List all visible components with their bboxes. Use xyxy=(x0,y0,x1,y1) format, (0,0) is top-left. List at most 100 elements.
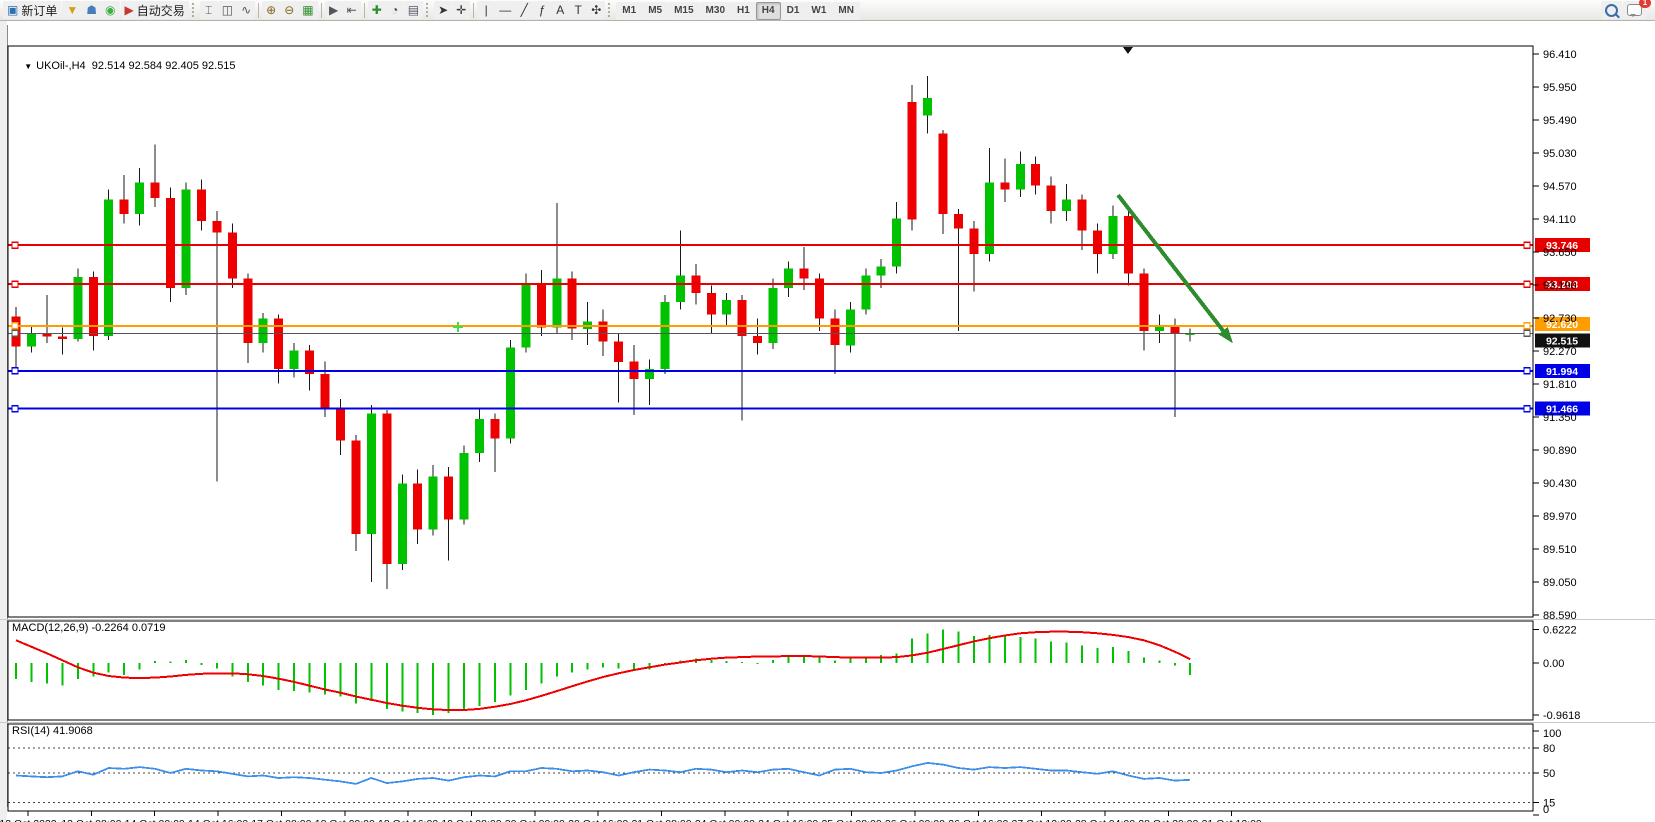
svg-text:28 Oct 04:00: 28 Oct 04:00 xyxy=(1075,818,1135,822)
timeframe-m15-button[interactable]: M15 xyxy=(668,1,700,20)
svg-text:20 Oct 16:00: 20 Oct 16:00 xyxy=(568,818,628,822)
new-order-icon: ▣ xyxy=(7,3,19,17)
timeframe-d1-button[interactable]: D1 xyxy=(780,1,806,20)
svg-text:93.746: 93.746 xyxy=(1546,240,1578,252)
horizontal-line-button[interactable]: — xyxy=(495,1,516,19)
periods-button[interactable]: ◔ xyxy=(385,1,404,19)
label-button[interactable]: T xyxy=(569,1,588,19)
timeframe-m30-button[interactable]: M30 xyxy=(699,1,731,20)
notifications-button[interactable]: 1 xyxy=(1623,0,1651,19)
chart-symbol-period: UKOil-,H4 xyxy=(36,60,86,72)
chart-shift-button[interactable]: ⇤ xyxy=(342,1,361,19)
chart-window: ▼ UKOil-,H4 92.514 92.584 92.405 92.515 M… xyxy=(0,21,1655,822)
svg-text:0: 0 xyxy=(1543,804,1549,816)
svg-text:88.590: 88.590 xyxy=(1543,610,1577,622)
label-icon: T xyxy=(574,3,582,17)
svg-text:26 Oct 00:00: 26 Oct 00:00 xyxy=(885,818,945,822)
zoom-out-button[interactable]: ⊖ xyxy=(280,1,299,19)
svg-text:95.490: 95.490 xyxy=(1543,115,1577,127)
indicators-add-button[interactable]: ✚ xyxy=(367,1,386,19)
auto-scroll-button[interactable]: ▶ xyxy=(324,1,343,19)
svg-text:93.650: 93.650 xyxy=(1543,247,1577,259)
svg-text:92.730: 92.730 xyxy=(1543,313,1577,325)
main-toolbar: ▣ 新订单 ▼ ☗ ◉ ▶ 自动交易 ⌶ ◫ ∿ ⊕ ⊖ ▦ ▶ ⇤ ✚ ◔ ▤ ➤ ✛ | — ╱ ƒ A… xyxy=(0,0,1655,21)
zoom-out-icon: ⊖ xyxy=(284,3,295,17)
svg-text:20 Oct 00:00: 20 Oct 00:00 xyxy=(505,818,565,822)
svg-text:95.950: 95.950 xyxy=(1543,82,1577,94)
svg-text:50: 50 xyxy=(1543,768,1555,780)
profile-chart-button[interactable]: ☗ xyxy=(82,1,102,19)
svg-text:24 Oct 16:00: 24 Oct 16:00 xyxy=(758,818,818,822)
toolbar-separator xyxy=(258,2,260,18)
svg-text:19 Oct 08:00: 19 Oct 08:00 xyxy=(441,818,501,822)
periods-icon: ◔ xyxy=(391,3,399,17)
timeframe-mn-button[interactable]: MN xyxy=(832,1,860,20)
new-order-button[interactable]: ▣ 新订单 xyxy=(3,1,62,19)
timeframe-m1-button[interactable]: M1 xyxy=(616,1,643,20)
crosshair-icon: ✛ xyxy=(456,3,467,17)
svg-text:15: 15 xyxy=(1543,797,1555,809)
macd-indicator-label: MACD(12,26,9) -0.2264 0.0719 xyxy=(12,622,166,634)
svg-text:17 Oct 08:00: 17 Oct 08:00 xyxy=(251,818,311,822)
vertical-line-button[interactable]: | xyxy=(477,1,496,19)
chart-dropdown-icon[interactable]: ▼ xyxy=(24,62,33,71)
line-chart-button[interactable]: ∿ xyxy=(237,1,256,19)
chart-ohlc-values: 92.514 92.584 92.405 92.515 xyxy=(91,60,236,72)
fibonacci-button[interactable]: ƒ xyxy=(533,1,552,19)
svg-text:0.00: 0.00 xyxy=(1543,658,1564,670)
tile-windows-button[interactable]: ▦ xyxy=(298,1,318,19)
toolbar-grip xyxy=(191,3,197,17)
profile-chart-icon: ☗ xyxy=(86,3,98,17)
funnel-button[interactable]: ▼ xyxy=(62,1,83,19)
svg-text:27 Oct 12:00: 27 Oct 12:00 xyxy=(1012,818,1072,822)
svg-text:90.430: 90.430 xyxy=(1543,478,1577,490)
svg-text:31 Oct 12:00: 31 Oct 12:00 xyxy=(1202,818,1262,822)
fibonacci-icon: ƒ xyxy=(538,3,546,17)
autotrading-label: 自动交易 xyxy=(136,3,185,18)
candlestick-chart-button[interactable]: ◫ xyxy=(217,1,238,19)
toolbar-separator xyxy=(320,2,322,18)
search-icon xyxy=(1605,3,1618,17)
arrows-button[interactable]: ✣ xyxy=(587,1,606,19)
templates-button[interactable]: ▤ xyxy=(403,1,424,19)
text-icon: A xyxy=(556,3,565,17)
svg-text:94.570: 94.570 xyxy=(1543,181,1577,193)
svg-text:24 Oct 00:00: 24 Oct 00:00 xyxy=(695,818,755,822)
cursor-button[interactable]: ➤ xyxy=(434,1,453,19)
toolbar-grip xyxy=(608,3,613,17)
svg-text:92.620: 92.620 xyxy=(1546,319,1578,331)
svg-text:18 Oct 16:00: 18 Oct 16:00 xyxy=(378,818,438,822)
comment-icon xyxy=(1627,4,1642,17)
svg-text:89.970: 89.970 xyxy=(1543,511,1577,523)
search-button[interactable] xyxy=(1601,1,1622,19)
svg-text:96.410: 96.410 xyxy=(1543,49,1577,61)
timeframe-m5-button[interactable]: M5 xyxy=(642,1,669,20)
timeframe-h1-button[interactable]: H1 xyxy=(731,1,756,20)
rsi-indicator-label: RSI(14) 41.9068 xyxy=(12,725,93,737)
svg-text:100: 100 xyxy=(1543,728,1561,740)
autotrading-icon: ▶ xyxy=(124,3,134,17)
svg-text:0.6222: 0.6222 xyxy=(1543,624,1577,636)
svg-text:91.810: 91.810 xyxy=(1543,379,1577,391)
svg-text:13 Oct 08:00: 13 Oct 08:00 xyxy=(61,818,121,822)
bar-chart-button[interactable]: ⌶ xyxy=(199,1,218,19)
zoom-in-button[interactable]: ⊕ xyxy=(262,1,281,19)
indicators-add-icon: ✚ xyxy=(371,3,382,17)
timeframe-w1-button[interactable]: W1 xyxy=(805,1,833,20)
svg-text:93.190: 93.190 xyxy=(1543,280,1577,292)
signal-button[interactable]: ◉ xyxy=(101,1,120,19)
horizontal-line-icon: — xyxy=(499,3,512,17)
text-button[interactable]: A xyxy=(551,1,570,19)
new-order-label: 新订单 xyxy=(21,3,58,18)
autotrading-button[interactable]: ▶ 自动交易 xyxy=(120,1,189,19)
svg-text:95.030: 95.030 xyxy=(1543,148,1577,160)
svg-text:92.515: 92.515 xyxy=(1546,335,1578,347)
svg-text:94.110: 94.110 xyxy=(1543,214,1576,226)
tile-windows-icon: ▦ xyxy=(302,3,314,17)
candlestick-chart-icon: ◫ xyxy=(221,3,234,17)
timeframe-h4-button[interactable]: H4 xyxy=(755,1,781,20)
toolbar-separator xyxy=(363,2,365,18)
svg-text:14 Oct 00:00: 14 Oct 00:00 xyxy=(125,818,185,822)
crosshair-button[interactable]: ✛ xyxy=(452,1,471,19)
trendline-button[interactable]: ╱ xyxy=(515,1,534,19)
